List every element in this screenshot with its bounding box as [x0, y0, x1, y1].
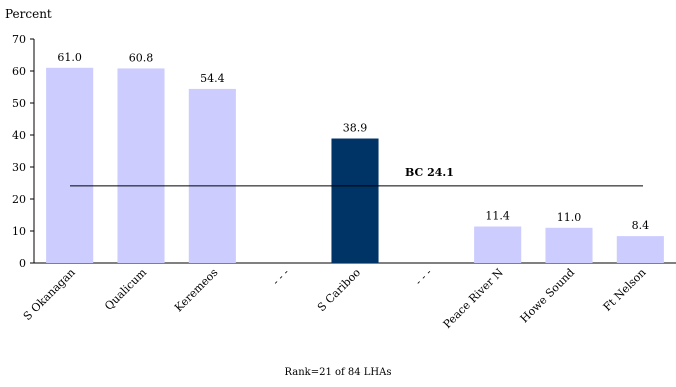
value-label: 11.0 [557, 211, 582, 224]
value-label: 8.4 [632, 219, 650, 232]
value-label: 38.9 [343, 122, 368, 135]
category-label: Howe Sound [518, 266, 577, 325]
value-label: 54.4 [200, 72, 225, 85]
category-label: - - - [412, 266, 434, 288]
y-axis-unit-label: Percent [5, 7, 52, 21]
x-axis: S Okanagan Qualicum Keremeos - - - S Cariboo… [21, 266, 649, 331]
y-tick-label: 20 [12, 193, 26, 206]
bar-ft-nelson [616, 236, 664, 263]
category-label: - - - [270, 266, 292, 288]
value-label: 60.8 [129, 51, 154, 64]
category-label: S Okanagan [21, 266, 78, 323]
bar-howe-sound [545, 227, 593, 263]
bar-qualicum [117, 68, 165, 263]
category-label: S Cariboo [315, 266, 363, 314]
category-label: Peace River N [441, 266, 506, 331]
value-label: 11.4 [485, 210, 510, 223]
y-tick-label: 30 [12, 161, 26, 174]
bar-peace-river-n [474, 226, 522, 263]
reference-line-label: BC 24.1 [405, 166, 454, 179]
value-labels: 61.0 60.8 54.4 38.9 11.4 11.0 8.4 [57, 51, 649, 232]
bar-s-cariboo [331, 138, 379, 263]
y-tick-label: 60 [12, 65, 26, 78]
category-label: Keremeos [172, 266, 221, 315]
y-tick-label: 0 [19, 257, 26, 270]
footnote: Rank=21 of 84 LHAs [284, 367, 391, 378]
value-label: 61.0 [57, 51, 82, 64]
y-tick-label: 10 [12, 225, 26, 238]
y-tick-label: 70 [12, 33, 26, 46]
reference-line-group: BC 24.1 [70, 166, 643, 187]
bar-keremeos [188, 88, 236, 263]
bar-s-okanagan [46, 67, 94, 263]
y-tick-label: 50 [12, 97, 26, 110]
category-label: Qualicum [102, 266, 149, 313]
category-label: Ft Nelson [601, 266, 649, 314]
y-tick-label: 40 [12, 129, 26, 142]
bars [46, 67, 664, 263]
